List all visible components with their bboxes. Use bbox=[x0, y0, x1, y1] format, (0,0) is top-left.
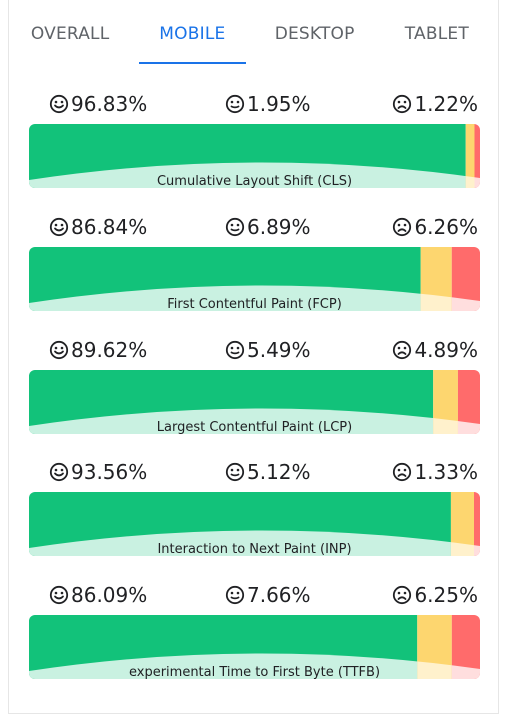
good-value: 96.83% bbox=[71, 92, 148, 116]
sad-face-icon bbox=[393, 217, 412, 237]
distribution-bar bbox=[29, 247, 480, 311]
poor-segment bbox=[474, 492, 480, 556]
percentages: 86.09% 7.66% 6.25% bbox=[29, 583, 480, 613]
smile-icon bbox=[49, 585, 69, 605]
poor-percentage: 1.22% bbox=[392, 92, 478, 116]
metric-cls: 96.83% 1.95% 1.22% Cumulative Layout Shi… bbox=[29, 92, 480, 202]
good-percentage: 86.09% bbox=[49, 583, 147, 607]
sad-face-icon bbox=[393, 585, 412, 605]
poor-value: 6.26% bbox=[414, 215, 478, 239]
vitals-panel: OVERALL MOBILE DESKTOP TABLET 96.83% 1.9… bbox=[8, 0, 499, 714]
good-value: 93.56% bbox=[71, 460, 148, 484]
smile-icon bbox=[49, 462, 69, 482]
metric-ttfb: 86.09% 7.66% 6.25% experimental Time to … bbox=[29, 583, 480, 693]
neutral-face-icon bbox=[225, 94, 245, 114]
tab-desktop[interactable]: DESKTOP bbox=[274, 24, 355, 44]
average-percentage: 5.49% bbox=[225, 338, 311, 362]
metric-inp: 93.56% 5.12% 1.33% Interaction to Next P… bbox=[29, 460, 480, 570]
neutral-face-icon bbox=[225, 217, 245, 237]
smile-icon bbox=[49, 217, 69, 237]
percentages: 96.83% 1.95% 1.22% bbox=[29, 92, 480, 122]
sad-face-icon bbox=[393, 94, 412, 114]
poor-segment bbox=[457, 370, 480, 434]
poor-value: 4.89% bbox=[414, 338, 478, 362]
average-value: 5.49% bbox=[247, 338, 311, 362]
good-value: 86.09% bbox=[71, 583, 148, 607]
average-segment bbox=[465, 124, 475, 188]
distribution-bar bbox=[29, 615, 480, 679]
poor-segment bbox=[474, 124, 480, 188]
poor-percentage: 6.25% bbox=[392, 583, 478, 607]
average-value: 5.12% bbox=[247, 460, 311, 484]
poor-value: 1.33% bbox=[414, 460, 478, 484]
average-percentage: 1.95% bbox=[225, 92, 311, 116]
tab-overall[interactable]: OVERALL bbox=[30, 24, 110, 44]
good-percentage: 93.56% bbox=[49, 460, 147, 484]
good-percentage: 89.62% bbox=[49, 338, 147, 362]
device-tabs: OVERALL MOBILE DESKTOP TABLET bbox=[9, 18, 498, 66]
poor-percentage: 6.26% bbox=[392, 215, 478, 239]
good-percentage: 96.83% bbox=[49, 92, 147, 116]
poor-value: 1.22% bbox=[414, 92, 478, 116]
distribution-bar bbox=[29, 370, 480, 434]
average-percentage: 7.66% bbox=[225, 583, 311, 607]
percentages: 89.62% 5.49% 4.89% bbox=[29, 338, 480, 368]
average-segment bbox=[450, 492, 475, 556]
average-value: 1.95% bbox=[247, 92, 311, 116]
good-percentage: 86.84% bbox=[49, 215, 147, 239]
neutral-face-icon bbox=[225, 585, 245, 605]
average-percentage: 6.89% bbox=[225, 215, 311, 239]
distribution-bar bbox=[29, 124, 480, 188]
average-value: 6.89% bbox=[247, 215, 311, 239]
neutral-face-icon bbox=[225, 340, 245, 360]
good-value: 86.84% bbox=[71, 215, 148, 239]
tab-mobile[interactable]: MOBILE bbox=[131, 18, 253, 66]
poor-value: 6.25% bbox=[414, 583, 478, 607]
neutral-face-icon bbox=[225, 462, 245, 482]
smile-icon bbox=[49, 94, 69, 114]
sad-face-icon bbox=[393, 462, 412, 482]
sad-face-icon bbox=[393, 340, 412, 360]
good-value: 89.62% bbox=[71, 338, 148, 362]
metric-lcp: 89.62% 5.49% 4.89% Largest Contentful Pa… bbox=[29, 338, 480, 448]
smile-icon bbox=[49, 340, 69, 360]
poor-percentage: 4.89% bbox=[392, 338, 478, 362]
poor-percentage: 1.33% bbox=[392, 460, 478, 484]
average-value: 7.66% bbox=[247, 583, 311, 607]
distribution-bar bbox=[29, 492, 480, 556]
tab-tablet[interactable]: TABLET bbox=[404, 24, 469, 44]
average-percentage: 5.12% bbox=[225, 460, 311, 484]
metric-fcp: 86.84% 6.89% 6.26% First Contentful Pain… bbox=[29, 215, 480, 325]
percentages: 86.84% 6.89% 6.26% bbox=[29, 215, 480, 245]
percentages: 93.56% 5.12% 1.33% bbox=[29, 460, 480, 490]
